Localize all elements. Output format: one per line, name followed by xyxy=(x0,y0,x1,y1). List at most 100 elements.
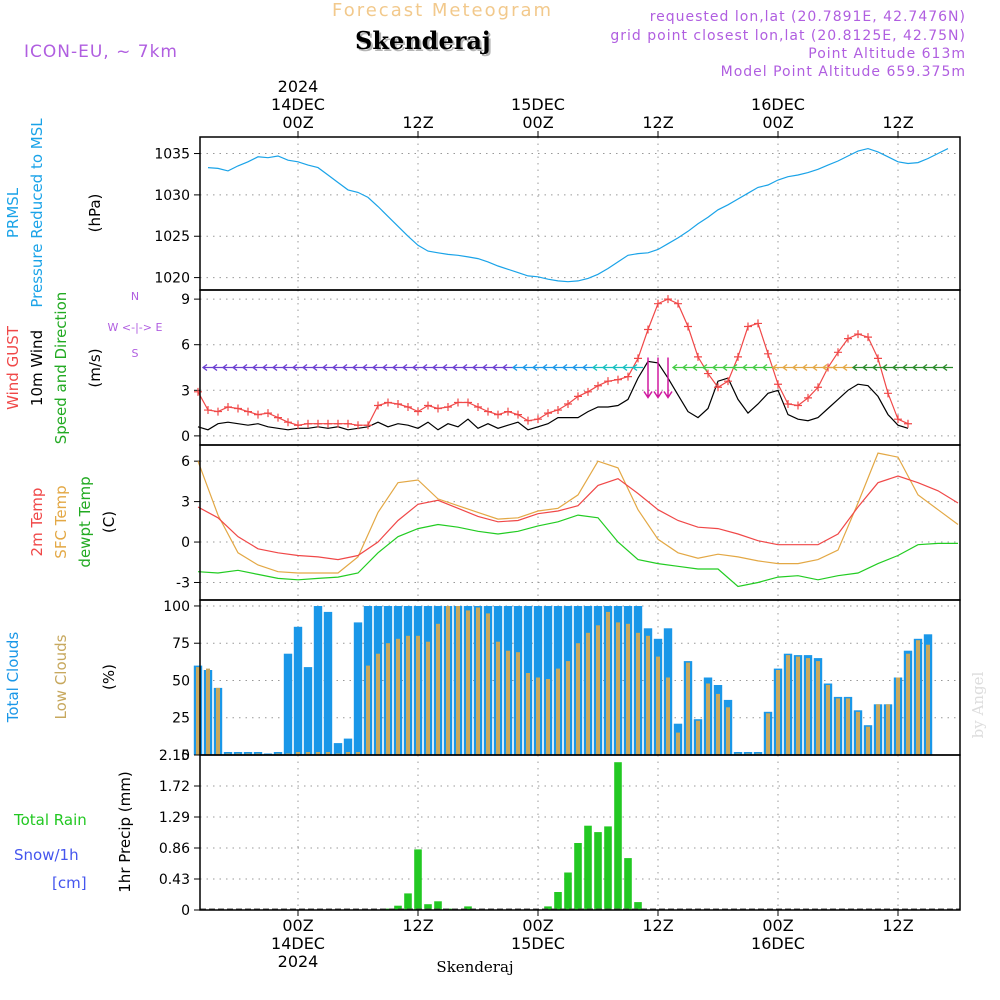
wind-arrow xyxy=(601,363,613,372)
wind-arrow xyxy=(331,363,343,372)
legend-rain: Total Rain xyxy=(13,811,87,829)
total-cloud-bar xyxy=(333,743,343,755)
gust-marker xyxy=(674,299,682,308)
gust-marker xyxy=(244,407,252,416)
precip-bar xyxy=(634,902,642,910)
low-cloud-bar xyxy=(496,641,500,755)
gust-marker xyxy=(484,407,492,416)
legend-snow: Snow/1h xyxy=(14,846,79,864)
low-cloud-bar xyxy=(406,635,410,755)
gust-marker xyxy=(864,333,872,342)
ylabel-sfc: SFC Temp xyxy=(52,485,70,558)
gust-marker xyxy=(414,407,422,416)
ytick-label: 1.72 xyxy=(159,779,190,795)
ytick-label: 75 xyxy=(172,636,190,652)
low-cloud-bar xyxy=(886,704,890,755)
t2m-line xyxy=(197,475,959,561)
gust-marker xyxy=(744,322,752,331)
wind-arrow xyxy=(781,363,793,372)
gust-marker xyxy=(584,387,592,396)
low-cloud-bar xyxy=(796,656,800,755)
low-cloud-bar xyxy=(696,720,700,755)
gust-marker xyxy=(264,409,272,418)
gust-marker xyxy=(514,410,522,419)
gust-marker xyxy=(764,349,772,358)
gust-marker xyxy=(794,401,802,410)
wind-arrow xyxy=(921,363,933,372)
wind-arrow xyxy=(451,363,463,372)
gust-marker xyxy=(784,399,792,408)
low-cloud-bar xyxy=(876,704,880,755)
location-title: Skenderaj xyxy=(355,26,491,55)
wind-arrow xyxy=(911,363,923,372)
wind-arrow xyxy=(861,363,873,372)
low-cloud-bar xyxy=(526,673,530,755)
time-label-top: 14DEC xyxy=(271,95,325,114)
low-cloud-bar xyxy=(346,752,350,755)
low-cloud-bar xyxy=(206,668,210,755)
ytick-label: 0.86 xyxy=(159,841,190,857)
gust-marker xyxy=(254,410,262,419)
precip-bar xyxy=(434,901,442,910)
low-cloud-bar xyxy=(356,752,360,755)
low-cloud-bar xyxy=(896,677,900,755)
wind-arrow xyxy=(771,363,783,372)
gust-marker xyxy=(644,325,652,334)
time-label-top: 12Z xyxy=(882,113,913,132)
ytick-label: 1030 xyxy=(154,188,190,204)
ytick-label: 2.15 xyxy=(159,748,190,764)
low-cloud-bar xyxy=(476,607,480,755)
wind-arrow xyxy=(291,363,303,372)
wind-arrow xyxy=(643,357,653,399)
wind-arrow xyxy=(391,363,403,372)
wind-arrow xyxy=(371,363,383,372)
ytick-label: 0.43 xyxy=(159,872,190,888)
gust-marker xyxy=(604,377,612,386)
gust-marker xyxy=(384,398,392,407)
model-label: ICON-EU, ~ 7km xyxy=(24,42,178,62)
ytick-label: 1020 xyxy=(154,271,190,287)
watermark: by Angel xyxy=(969,671,987,738)
model-altitude: Model Point Altitude 659.375m xyxy=(720,64,966,80)
wind-arrow xyxy=(941,363,953,372)
wind-arrow xyxy=(461,363,473,372)
ytick-label: 100 xyxy=(163,599,190,615)
wind-arrow xyxy=(671,363,683,372)
gust-marker xyxy=(434,404,442,413)
gust-marker xyxy=(654,299,662,308)
low-cloud-bar xyxy=(456,606,460,755)
total-cloud-bar xyxy=(343,738,353,755)
gust-marker xyxy=(294,421,302,430)
gust-marker xyxy=(724,377,732,386)
time-label-bottom: 16DEC xyxy=(751,934,805,953)
ytick-label: -3 xyxy=(176,575,190,591)
low-cloud-bar xyxy=(386,643,390,755)
pressure-line xyxy=(207,147,949,283)
footer-location: Skenderaj xyxy=(436,958,513,976)
low-cloud-bar xyxy=(716,693,720,755)
gust-marker xyxy=(494,410,502,419)
wind-arrow xyxy=(481,363,493,372)
low-cloud-bar xyxy=(856,711,860,755)
wind-arrow xyxy=(301,363,313,372)
low-cloud-bar xyxy=(396,638,400,756)
wind-arrow xyxy=(653,357,663,399)
wind-arrow xyxy=(361,363,373,372)
wind-arrow xyxy=(261,363,273,372)
low-cloud-bar xyxy=(596,625,600,755)
wind-arrow xyxy=(663,357,673,399)
wind-arrow xyxy=(501,363,513,372)
ytick-label: 9 xyxy=(181,292,190,308)
low-cloud-bar xyxy=(486,613,490,755)
compass-n: N xyxy=(131,290,139,303)
ytick-label: 1025 xyxy=(154,229,190,245)
wind-arrow xyxy=(411,363,423,372)
gust-marker xyxy=(664,295,672,304)
wind-arrow xyxy=(701,363,713,372)
gust-marker xyxy=(894,415,902,424)
gust-marker xyxy=(634,354,642,363)
gust-marker xyxy=(704,369,712,378)
wind-arrow xyxy=(721,363,733,372)
gust-marker xyxy=(574,392,582,401)
low-cloud-bar xyxy=(466,610,470,755)
